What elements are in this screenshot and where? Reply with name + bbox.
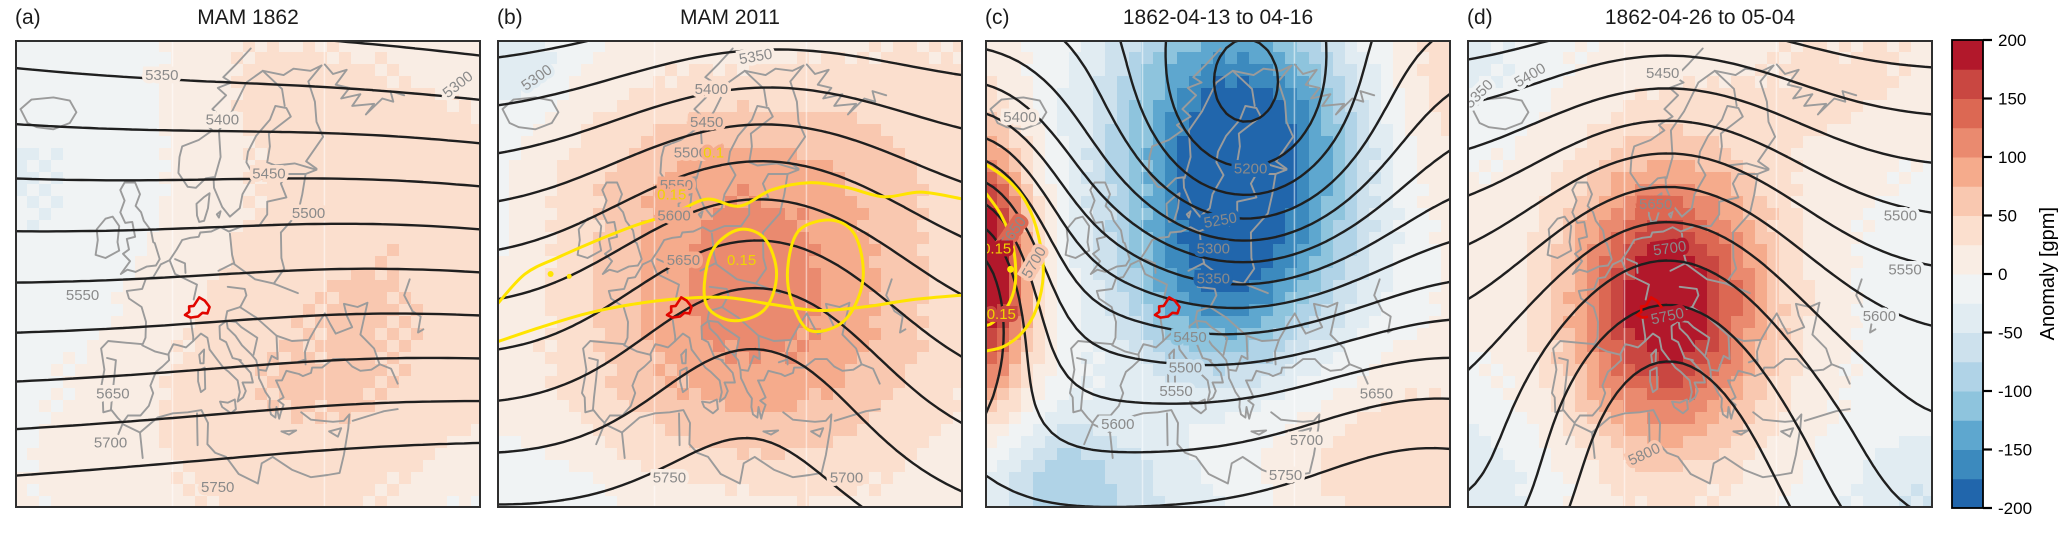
contour-label: 5700 [1290, 432, 1323, 449]
colorbar-tick-label: -200 [1998, 499, 2032, 518]
colorbar-tick-label: 0 [1998, 265, 2007, 284]
map-panel-d: (d) 1862-04-26 to 05-04 5350 5400 5450 5650… [1467, 0, 1933, 533]
panel-letter: (c) [985, 6, 1010, 29]
panel-title: MAM 1862 [197, 6, 299, 29]
contour-label: 5350 [1197, 271, 1230, 288]
map-panel-b: (b) MAM 2011 5300 5350 5400 5450 5500 5550 560… [497, 0, 963, 533]
colorbar-tick-label: -50 [1998, 324, 2023, 343]
contour-label: 5550 [1888, 261, 1921, 278]
contour-label: 5500 [674, 144, 707, 161]
colorbar-tick-label: 50 [1998, 207, 2017, 226]
colorbar-tick-label: -150 [1998, 441, 2032, 460]
contour-label: 5450 [252, 165, 285, 182]
contour-label: 5650 [1639, 196, 1672, 213]
contour-label: 5550 [66, 287, 99, 304]
contour-label: 5500 [292, 205, 325, 222]
contour-label: 5500 [1169, 360, 1202, 377]
panel-letter: (d) [1467, 6, 1493, 29]
panel-header: (c) 1862-04-13 to 04-16 [985, 6, 1451, 36]
contour-label: 5700 [94, 434, 127, 451]
significance-label: 0.15 [985, 240, 1011, 257]
contour-label: 5450 [1646, 65, 1679, 82]
map-panel-a: (a) MAM 1862 5300 5350 5400 5450 5500 5550 565… [15, 0, 481, 533]
map-panel-c: (c) 1862-04-13 to 04-16 5400 5200 5250 5300… [985, 0, 1451, 533]
contour-label: 5750 [653, 470, 686, 487]
contour-label: 5700 [830, 470, 863, 487]
colorbar-tick-label: 200 [1998, 31, 2026, 50]
contour-label: 5400 [206, 112, 239, 129]
contour-label: 5550 [1159, 383, 1192, 400]
panel-header: (b) MAM 2011 [497, 6, 963, 36]
contour-label: 5400 [1003, 109, 1036, 126]
contour-label: 5550 [660, 177, 693, 194]
panel-letter: (a) [15, 6, 41, 29]
panel-title: MAM 2011 [680, 6, 780, 29]
contour-label: 5400 [695, 81, 728, 98]
contour-label: 5750 [201, 479, 234, 496]
colorbar-tick-label: -100 [1998, 382, 2032, 401]
significance-label: 0.15 [727, 252, 756, 269]
contour-label: 5600 [657, 208, 690, 225]
significance-label: 0.15 [987, 306, 1016, 323]
contour-label: 5650 [96, 385, 129, 402]
contour-label: 5650 [1360, 385, 1393, 402]
contour-label: 5600 [1101, 416, 1134, 433]
contour-label: 5750 [1269, 467, 1302, 484]
significance-label: 0.1 [703, 144, 724, 161]
colorbar: 200 150 100 50 0 -50 -100 -150 -200 [1951, 31, 2032, 518]
colorbar-tick-label: 150 [1998, 90, 2026, 109]
panel-title: 1862-04-13 to 04-16 [1122, 6, 1314, 29]
map-canvas-c: 5400520052505300535054505500555056005650… [985, 40, 1451, 508]
significance-label: 0.15 [657, 186, 686, 203]
contour-label: 5200 [1234, 161, 1267, 178]
colorbar-tick-label: 100 [1998, 148, 2026, 167]
colorbar-axis-label: Anomaly [gpm] [2036, 207, 2059, 341]
contour-label: 5450 [1173, 329, 1206, 346]
panel-header: (d) 1862-04-26 to 05-04 [1467, 6, 1933, 36]
panel-header: (a) MAM 1862 [15, 6, 481, 36]
contour-label: 5300 [1197, 240, 1230, 257]
contour-label: 5450 [690, 114, 723, 131]
panel-letter: (b) [497, 6, 523, 29]
panel-title: 1862-04-26 to 05-04 [1604, 6, 1796, 29]
contour-label: 5600 [1863, 308, 1896, 325]
contour-label: 5350 [145, 67, 178, 84]
contour-label: 5500 [1884, 208, 1917, 225]
contour-label: 5650 [667, 252, 700, 269]
